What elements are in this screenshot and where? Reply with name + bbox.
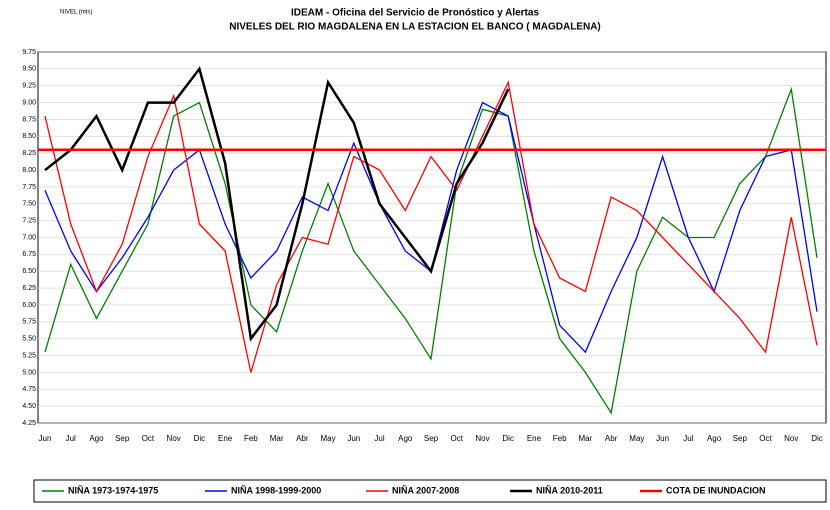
x-tick-label: Dic	[811, 434, 823, 443]
y-tick-label: 6.75	[22, 251, 36, 258]
x-tick-label: Ago	[89, 434, 104, 443]
legend-label: NIÑA 2007-2008	[392, 485, 459, 495]
x-tick-label: May	[629, 434, 644, 443]
y-tick-label: 8.50	[22, 133, 36, 140]
x-tick-label: Mar	[579, 434, 593, 443]
x-tick-label: Oct	[142, 434, 155, 443]
y-tick-label: 7.75	[22, 184, 36, 191]
y-tick-label: 9.50	[22, 66, 36, 73]
x-tick-label: Jun	[347, 434, 360, 443]
x-tick-label: Nov	[784, 434, 798, 443]
x-tick-label: Dic	[194, 434, 206, 443]
x-tick-label: Sep	[115, 434, 130, 443]
legend-label: COTA DE INUNDACION	[666, 485, 766, 495]
y-tick-label: 5.00	[22, 369, 36, 376]
legend-label: NIÑA 1973-1974-1975	[68, 485, 158, 495]
x-tick-label: Ago	[398, 434, 413, 443]
x-tick-label: Jul	[374, 434, 384, 443]
x-tick-label: Abr	[605, 434, 618, 443]
legend-label: NIÑA 1998-1999-2000	[231, 485, 321, 495]
y-tick-label: 5.25	[22, 352, 36, 359]
x-tick-label: Nov	[167, 434, 181, 443]
y-axis-label: NIVEL (mts)	[60, 10, 92, 16]
y-tick-label: 5.50	[22, 336, 36, 343]
x-tick-label: Oct	[759, 434, 772, 443]
legend-label: NIÑA 2010-2011	[536, 485, 603, 495]
y-tick-label: 8.75	[22, 116, 36, 123]
x-tick-label: Jul	[683, 434, 693, 443]
x-tick-label: Jun	[39, 434, 52, 443]
y-tick-label: 6.25	[22, 285, 36, 292]
y-tick-label: 7.00	[22, 234, 36, 241]
y-tick-label: 4.25	[22, 420, 36, 427]
x-tick-label: May	[321, 434, 336, 443]
y-tick-label: 5.75	[22, 319, 36, 326]
y-tick-label: 4.50	[22, 403, 36, 410]
x-tick-label: Sep	[733, 434, 748, 443]
x-tick-label: Feb	[244, 434, 258, 443]
y-tick-label: 8.00	[22, 167, 36, 174]
y-tick-label: 6.00	[22, 302, 36, 309]
x-tick-label: Ene	[218, 434, 233, 443]
y-tick-label: 9.25	[22, 83, 36, 90]
y-tick-label: 9.00	[22, 99, 36, 106]
y-tick-label: 9.75	[22, 49, 36, 56]
x-tick-label: Mar	[270, 434, 284, 443]
x-tick-label: Jul	[66, 434, 76, 443]
legend-frame	[33, 479, 827, 503]
x-tick-label: Oct	[451, 434, 464, 443]
x-tick-label: Sep	[424, 434, 439, 443]
y-tick-label: 6.50	[22, 268, 36, 275]
chart-title: IDEAM - Oficina del Servicio de Pronósti…	[291, 8, 539, 19]
x-tick-label: Dic	[502, 434, 514, 443]
x-tick-label: Jun	[656, 434, 669, 443]
x-tick-label: Feb	[553, 434, 567, 443]
x-tick-label: Nov	[475, 434, 489, 443]
x-tick-label: Ene	[527, 434, 542, 443]
y-tick-label: 7.50	[22, 201, 36, 208]
y-tick-label: 8.25	[22, 150, 36, 157]
series-line	[44, 80, 818, 373]
y-tick-label: 7.25	[22, 217, 36, 224]
chart-subtitle: NIVELES DEL RIO MAGDALENA EN LA ESTACION…	[229, 22, 601, 33]
x-tick-label: Ago	[707, 434, 722, 443]
x-tick-label: Abr	[296, 434, 309, 443]
y-tick-label: 4.75	[22, 386, 36, 393]
series-line	[44, 66, 510, 342]
